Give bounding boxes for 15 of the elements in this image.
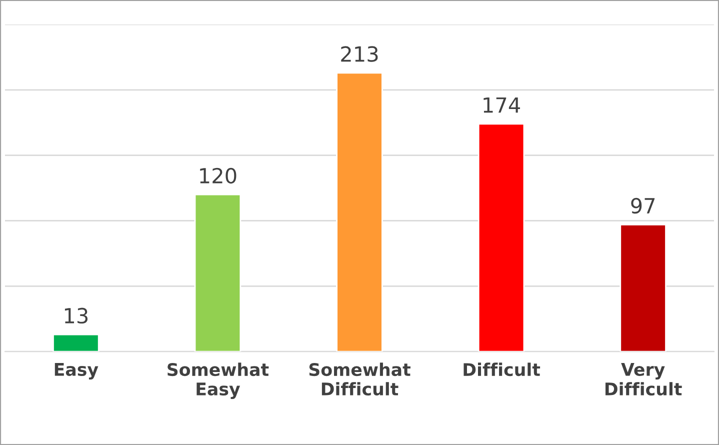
bar: [478, 123, 525, 352]
bar: [336, 72, 383, 352]
x-tick-label: Somewhat Easy: [168, 362, 269, 400]
bar: [620, 224, 666, 352]
bar: [194, 194, 242, 352]
x-tick-label: Difficult: [464, 362, 540, 376]
data-label: 213: [341, 46, 378, 62]
x-tick-label: Very Difficult: [606, 363, 682, 396]
data-label: 120: [200, 168, 236, 184]
data-label: 13: [64, 308, 88, 324]
x-tick-label: Somewhat Difficult: [309, 362, 410, 396]
bar: [52, 334, 100, 352]
x-tick-label: Easy: [54, 363, 98, 380]
data-label: 97: [631, 198, 655, 214]
data-label: 174: [484, 97, 520, 113]
